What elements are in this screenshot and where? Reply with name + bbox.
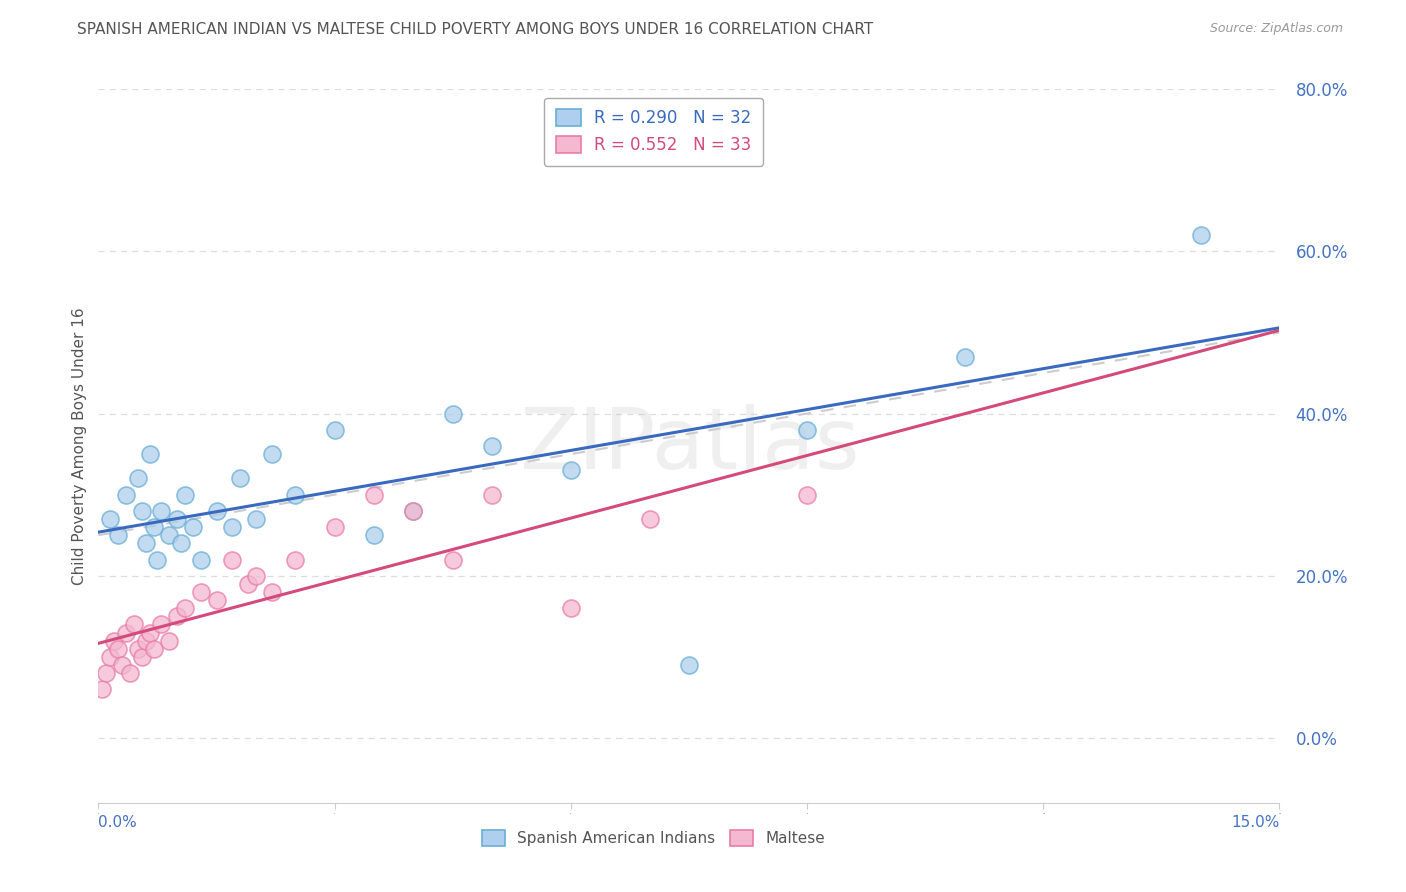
Point	[135, 536, 157, 550]
Point	[166, 512, 188, 526]
Text: SPANISH AMERICAN INDIAN VS MALTESE CHILD POVERTY AMONG BOYS UNDER 16 CORRELATION: SPANISH AMERICAN INDIAN VS MALTESE CHILD…	[77, 22, 873, 37]
Text: 15.0%: 15.0%	[1232, 815, 1279, 830]
Point	[157, 528, 180, 542]
Point	[236, 577, 259, 591]
Point	[481, 488, 503, 502]
Point	[131, 649, 153, 664]
Point	[118, 666, 141, 681]
Point	[402, 504, 425, 518]
Point	[205, 593, 228, 607]
Point	[98, 512, 121, 526]
Point	[481, 439, 503, 453]
Point	[560, 463, 582, 477]
Point	[560, 601, 582, 615]
Point	[174, 601, 197, 615]
Point	[142, 641, 165, 656]
Point	[284, 552, 307, 566]
Point	[107, 641, 129, 656]
Point	[205, 504, 228, 518]
Point	[98, 649, 121, 664]
Point	[260, 447, 283, 461]
Point	[157, 633, 180, 648]
Point	[115, 488, 138, 502]
Point	[441, 552, 464, 566]
Point	[103, 633, 125, 648]
Point	[131, 504, 153, 518]
Point	[181, 520, 204, 534]
Point	[221, 520, 243, 534]
Point	[146, 552, 169, 566]
Y-axis label: Child Poverty Among Boys Under 16: Child Poverty Among Boys Under 16	[72, 307, 87, 585]
Point	[796, 423, 818, 437]
Point	[1189, 228, 1212, 243]
Point	[323, 520, 346, 534]
Legend: Spanish American Indians, Maltese: Spanish American Indians, Maltese	[475, 824, 831, 852]
Point	[142, 520, 165, 534]
Point	[190, 552, 212, 566]
Point	[402, 504, 425, 518]
Point	[441, 407, 464, 421]
Point	[221, 552, 243, 566]
Point	[138, 625, 160, 640]
Point	[174, 488, 197, 502]
Point	[638, 512, 661, 526]
Point	[135, 633, 157, 648]
Text: Source: ZipAtlas.com: Source: ZipAtlas.com	[1209, 22, 1343, 36]
Point	[245, 568, 267, 582]
Point	[138, 447, 160, 461]
Point	[229, 471, 252, 485]
Point	[150, 617, 173, 632]
Point	[245, 512, 267, 526]
Point	[91, 682, 114, 697]
Point	[363, 528, 385, 542]
Point	[363, 488, 385, 502]
Point	[953, 350, 976, 364]
Point	[107, 528, 129, 542]
Point	[111, 657, 134, 672]
Point	[115, 625, 138, 640]
Point	[190, 585, 212, 599]
Point	[122, 617, 145, 632]
Point	[96, 666, 118, 681]
Point	[170, 536, 193, 550]
Text: 0.0%: 0.0%	[98, 815, 138, 830]
Point	[150, 504, 173, 518]
Point	[260, 585, 283, 599]
Text: ZIPatlas: ZIPatlas	[519, 404, 859, 488]
Point	[127, 471, 149, 485]
Point	[678, 657, 700, 672]
Point	[166, 609, 188, 624]
Point	[323, 423, 346, 437]
Point	[284, 488, 307, 502]
Point	[127, 641, 149, 656]
Point	[796, 488, 818, 502]
